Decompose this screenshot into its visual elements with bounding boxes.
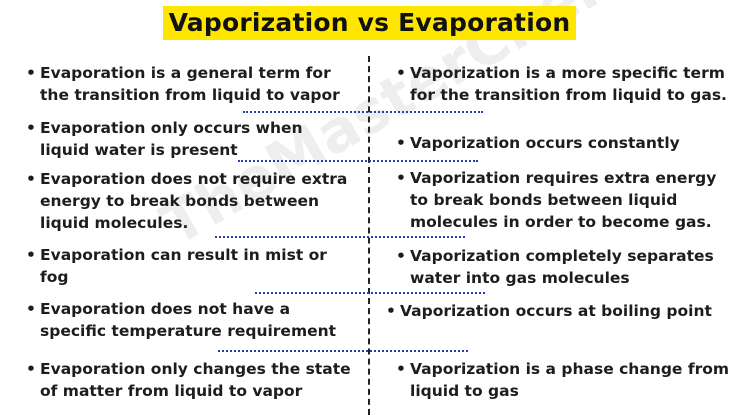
bullet-icon: • (26, 119, 36, 137)
row-separator-5 (218, 350, 468, 352)
vaporization-item-5-line-1: Vaporization occurs at boiling point (400, 302, 712, 320)
evaporation-item-6-line-2: of matter from liquid to vapor (40, 382, 303, 400)
row-separator-2 (238, 160, 478, 162)
evaporation-item-1-line-2: the transition from liquid to vapor (40, 86, 340, 104)
row-separator-4 (255, 292, 485, 294)
bullet-icon: • (26, 246, 36, 264)
bullet-icon: • (396, 360, 406, 378)
evaporation-item-5-line-1: Evaporation does not have a (40, 300, 291, 318)
vaporization-item-4: • Vaporization completely separates wate… (396, 245, 714, 289)
evaporation-item-3-line-1: Evaporation does not require extra (40, 170, 348, 188)
vaporization-item-1: • Vaporization is a more specific term f… (396, 62, 727, 106)
bullet-icon: • (396, 247, 406, 265)
evaporation-item-2-line-1: Evaporation only occurs when (40, 119, 303, 137)
bullet-icon: • (396, 64, 406, 82)
vaporization-item-4-line-1: Vaporization completely separates (410, 247, 714, 265)
vaporization-item-6: • Vaporization is a phase change from li… (396, 358, 730, 402)
column-divider (368, 56, 370, 415)
bullet-icon: • (386, 302, 396, 320)
vaporization-item-3-line-3: molecules in order to become gas. (410, 213, 712, 231)
evaporation-item-4: • Evaporation can result in mist or fog (26, 244, 327, 288)
evaporation-item-4-line-1: Evaporation can result in mist or (40, 246, 327, 264)
bullet-icon: • (26, 300, 36, 318)
vaporization-item-3: • Vaporization requires extra energy to … (396, 167, 717, 233)
row-separator-3 (215, 236, 465, 238)
bullet-icon: • (26, 170, 36, 188)
vaporization-item-2-line-1: Vaporization occurs constantly (410, 134, 680, 152)
vaporization-item-4-line-2: water into gas molecules (410, 269, 630, 287)
evaporation-item-3-line-2: energy to break bonds between (40, 192, 320, 210)
evaporation-item-4-line-2: fog (40, 268, 69, 286)
vaporization-item-6-line-1: Vaporization is a phase change from (410, 360, 730, 378)
evaporation-item-3-line-3: liquid molecules. (40, 214, 189, 232)
row-separator-1 (243, 111, 483, 113)
vaporization-item-5: • Vaporization occurs at boiling point (386, 300, 712, 322)
vaporization-item-3-line-2: to break bonds between liquid (410, 191, 678, 209)
vaporization-item-3-line-1: Vaporization requires extra energy (410, 169, 717, 187)
evaporation-item-1: • Evaporation is a general term for the … (26, 62, 340, 106)
bullet-icon: • (26, 64, 36, 82)
page-title: Vaporization vs Evaporation (162, 6, 577, 40)
evaporation-item-5: • Evaporation does not have a specific t… (26, 298, 337, 342)
vaporization-item-2: • Vaporization occurs constantly (396, 132, 680, 154)
bullet-icon: • (396, 134, 406, 152)
evaporation-item-6: • Evaporation only changes the state of … (26, 358, 351, 402)
evaporation-item-1-line-1: Evaporation is a general term for (40, 64, 331, 82)
evaporation-item-3: • Evaporation does not require extra ene… (26, 168, 348, 234)
vaporization-item-1-line-1: Vaporization is a more specific term (410, 64, 725, 82)
evaporation-item-6-line-1: Evaporation only changes the state (40, 360, 351, 378)
bullet-icon: • (396, 169, 406, 187)
bullet-icon: • (26, 360, 36, 378)
evaporation-item-5-line-2: specific temperature requirement (40, 322, 337, 340)
vaporization-item-6-line-2: liquid to gas (410, 382, 519, 400)
vaporization-item-1-line-2: for the transition from liquid to gas. (410, 86, 727, 104)
evaporation-item-2-line-2: liquid water is present (40, 141, 238, 159)
evaporation-item-2: • Evaporation only occurs when liquid wa… (26, 117, 303, 161)
title-container: Vaporization vs Evaporation (0, 6, 739, 40)
